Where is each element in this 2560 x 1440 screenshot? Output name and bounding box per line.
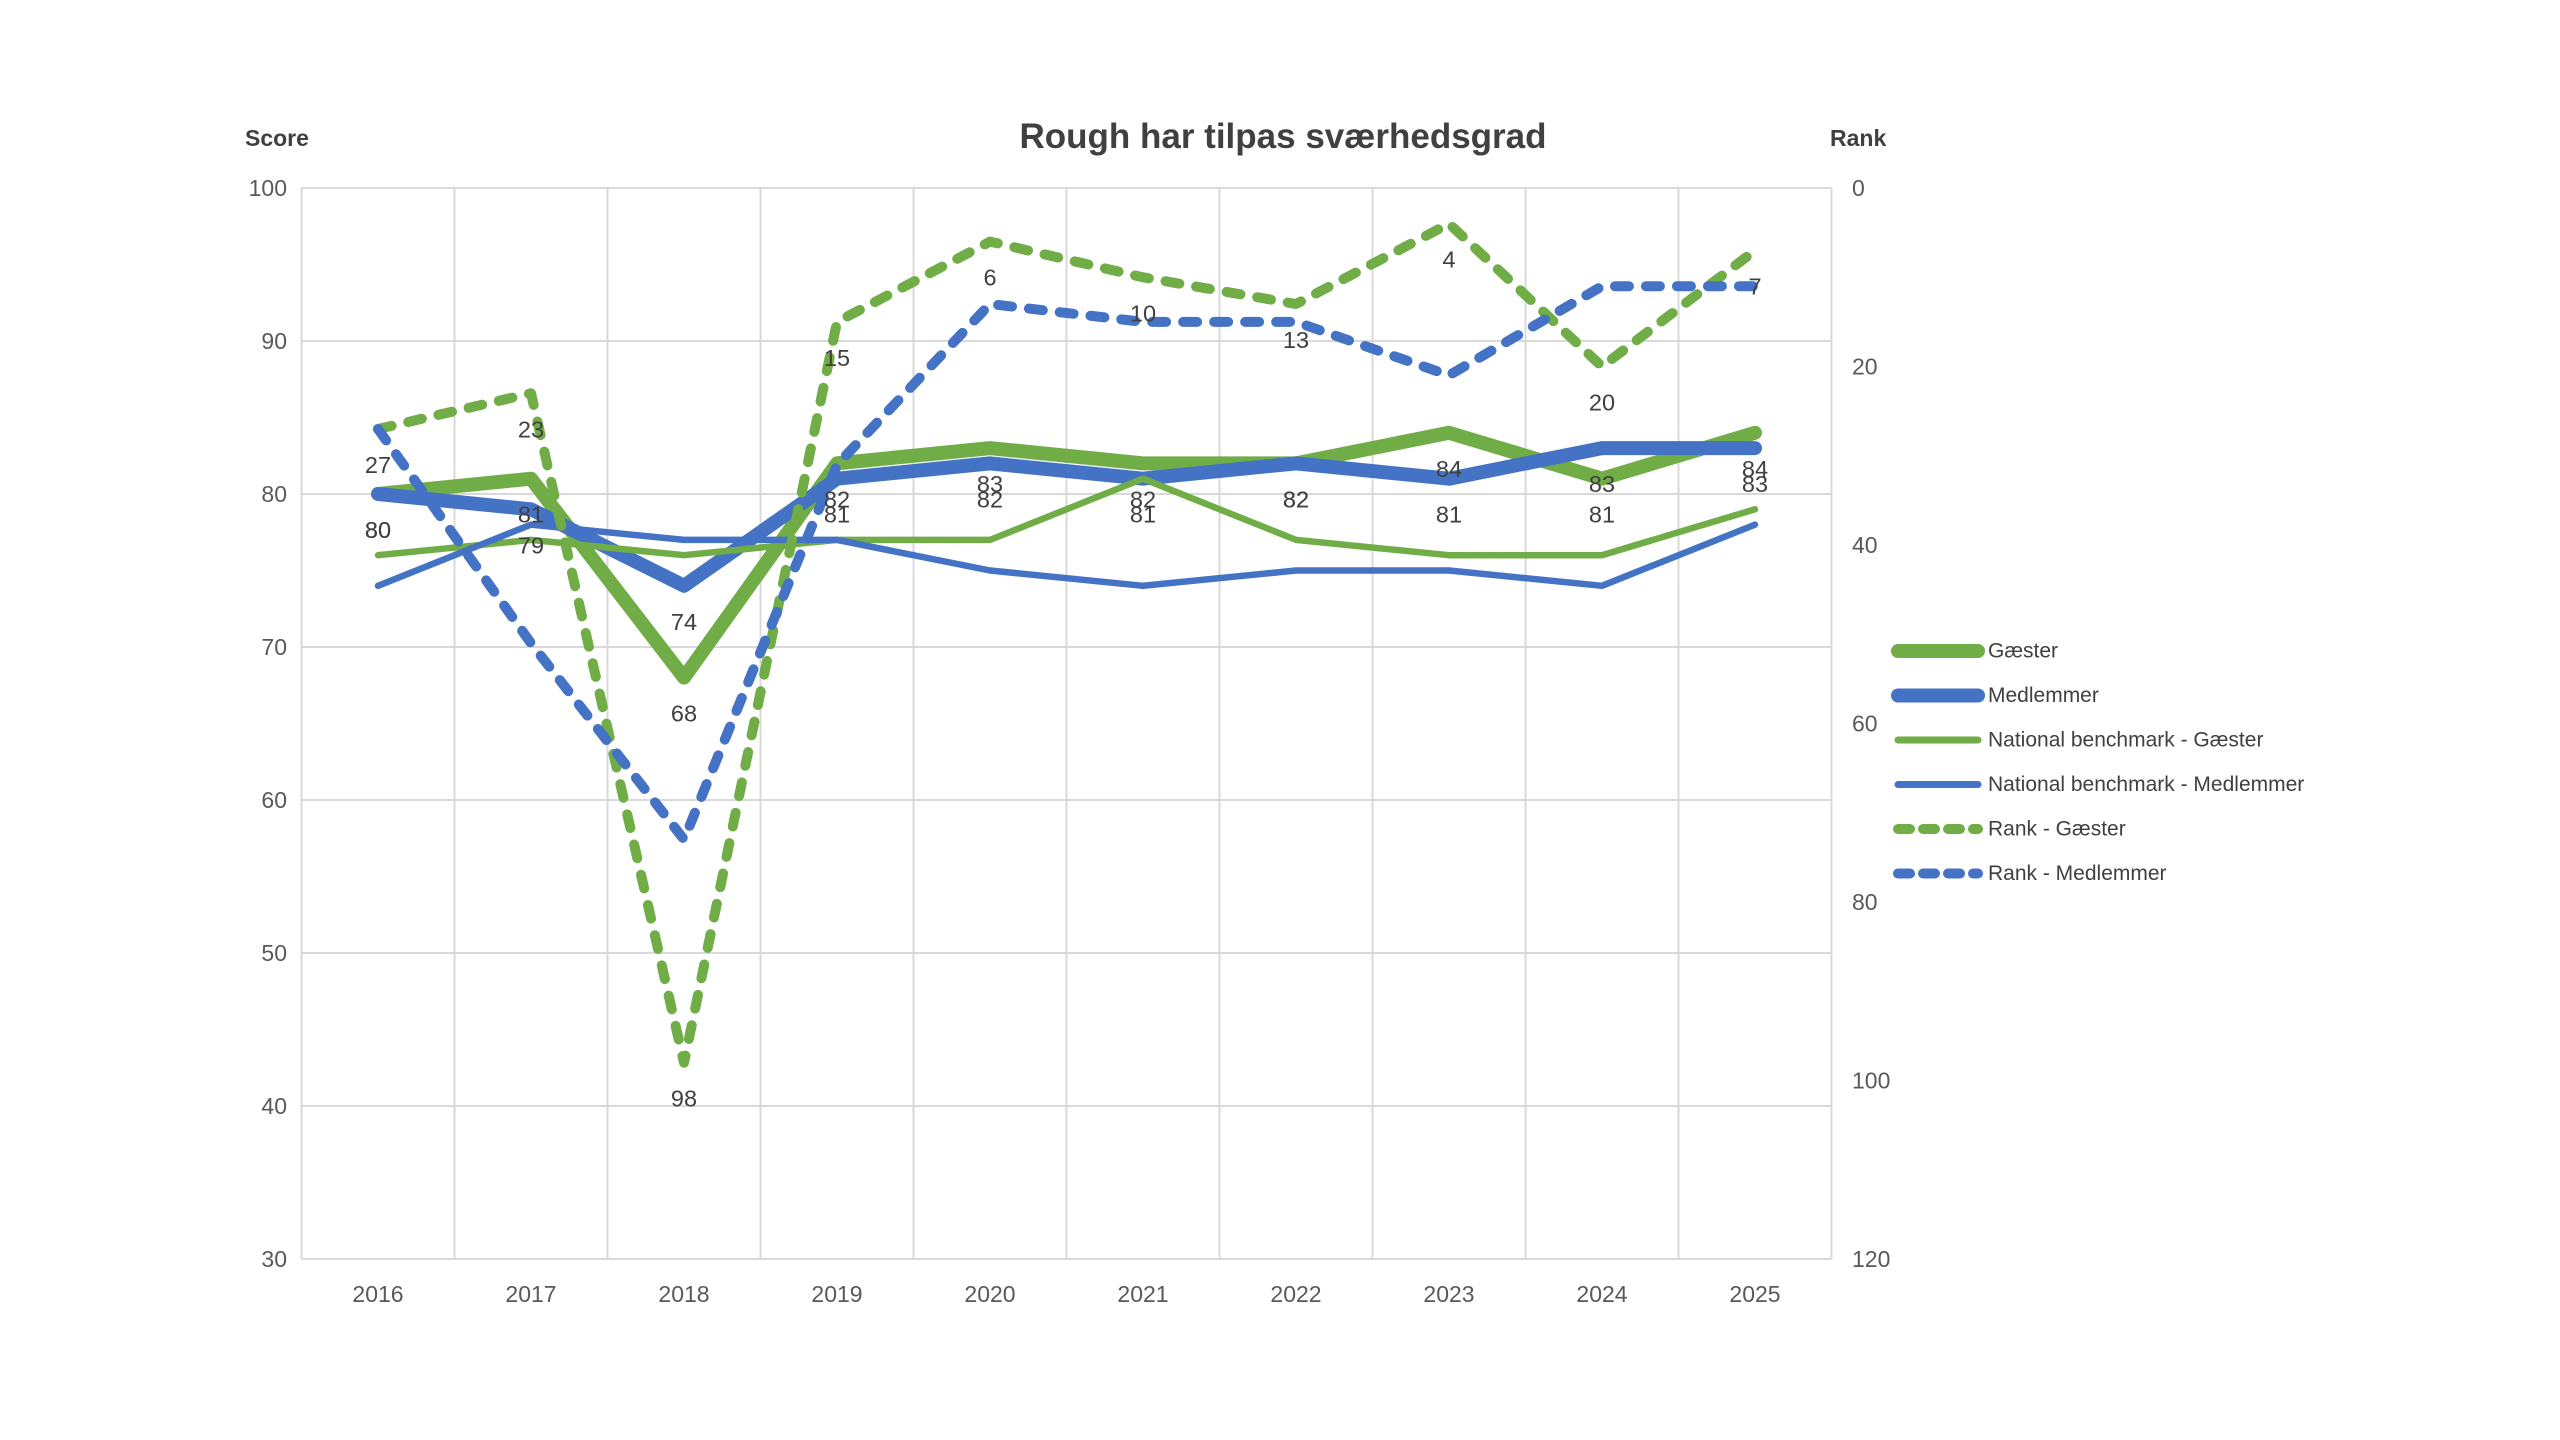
- legend: Gæster Medlemmer National benchmark - Gæst…: [1891, 640, 2304, 885]
- data-label-gaester: 80: [365, 517, 391, 543]
- legend-item: Medlemmer: [1891, 684, 2099, 707]
- data-label-gaester: 68: [671, 701, 697, 727]
- left-axis-tick: 60: [261, 787, 287, 813]
- right-axis-title: Rank: [1830, 125, 1886, 151]
- x-axis-tick: 2017: [505, 1281, 556, 1307]
- data-label-gaester: 83: [977, 471, 1003, 497]
- data-label-rank-gaester: 98: [671, 1086, 697, 1112]
- right-axis-tick: 80: [1852, 889, 1878, 915]
- data-label-gaester: 84: [1742, 456, 1768, 482]
- legend-item: Gæster: [1891, 640, 2058, 663]
- chart-title: Rough har tilpas sværhedsgrad: [1019, 117, 1546, 156]
- data-label-rank-gaester: 15: [824, 345, 850, 371]
- legend-item: National benchmark - Gæster: [1894, 729, 2263, 752]
- legend-label-medlemmer: Medlemmer: [1988, 684, 2099, 707]
- data-label-rank-gaester: 20: [1589, 390, 1615, 416]
- legend-label-rank-medlemmer: Rank - Medlemmer: [1988, 862, 2167, 885]
- data-label-rank-gaester: 10: [1130, 300, 1156, 326]
- data-label-medlemmer: 82: [1283, 486, 1309, 512]
- series-line-nb-medlemmer: [374, 521, 1759, 590]
- data-label-rank-gaester: 6: [983, 265, 996, 291]
- gridlines: [300, 187, 1833, 1260]
- axis-ticks: 100 90 80 70 60 50 40 30 0 20 40 60 80 100 120 2016 2017…: [249, 175, 1891, 1307]
- x-axis-tick: 2016: [352, 1281, 403, 1307]
- data-label-rank-gaester: 7: [1748, 273, 1761, 299]
- left-axis-tick: 70: [261, 634, 287, 660]
- data-label-medlemmer: 81: [824, 502, 850, 528]
- data-label-gaester: 84: [1436, 456, 1462, 482]
- right-axis-tick: 100: [1852, 1068, 1890, 1094]
- right-axis-tick: 40: [1852, 532, 1878, 558]
- data-label-gaester: 82: [1130, 486, 1156, 512]
- data-label-gaester: 81: [1589, 502, 1615, 528]
- legend-label-nb-medlemmer: National benchmark - Medlemmer: [1988, 773, 2304, 796]
- series-line-gaester: [371, 425, 1762, 685]
- data-label-medlemmer: 74: [671, 609, 697, 635]
- left-axis-tick: 40: [261, 1093, 287, 1119]
- x-axis-tick: 2018: [658, 1281, 709, 1307]
- series-line-nb-gaester: [374, 475, 1759, 559]
- right-axis-tick: 0: [1852, 175, 1865, 201]
- legend-label-gaester: Gæster: [1988, 640, 2058, 663]
- data-label-medlemmer: 80: [365, 517, 391, 543]
- legend-label-rank-gaester: Rank - Gæster: [1988, 818, 2126, 841]
- left-axis-tick: 80: [261, 481, 287, 507]
- data-label-medlemmer: 81: [1436, 502, 1462, 528]
- legend-label-nb-gaester: National benchmark - Gæster: [1988, 729, 2263, 752]
- legend-item: Rank - Medlemmer: [1893, 862, 2167, 885]
- left-axis-tick: 30: [261, 1246, 287, 1272]
- data-label-medlemmer: 81: [1130, 502, 1156, 528]
- right-axis-tick: 120: [1852, 1246, 1890, 1272]
- series-lines: [371, 218, 1762, 1068]
- x-axis-tick: 2024: [1576, 1281, 1627, 1307]
- data-label-rank-gaester: 27: [365, 452, 391, 478]
- x-axis-tick: 2019: [811, 1281, 862, 1307]
- data-label-gaester: 82: [1283, 486, 1309, 512]
- data-label-rank-gaester: 4: [1442, 247, 1455, 273]
- left-axis-title: Score: [245, 125, 309, 151]
- right-axis-tick: 60: [1852, 711, 1878, 737]
- left-axis-tick: 100: [249, 175, 287, 201]
- data-label-medlemmer: 79: [518, 532, 544, 558]
- left-axis-tick: 50: [261, 940, 287, 966]
- data-label-rank-gaester: 13: [1283, 327, 1309, 353]
- legend-item: National benchmark - Medlemmer: [1894, 773, 2304, 796]
- left-axis-tick: 90: [261, 328, 287, 354]
- x-axis-tick: 2022: [1270, 1281, 1321, 1307]
- data-label-gaester: 81: [518, 502, 544, 528]
- x-axis-tick: 2023: [1423, 1281, 1474, 1307]
- data-label-gaester: 82: [824, 486, 850, 512]
- x-axis-tick: 2025: [1729, 1281, 1780, 1307]
- x-axis-tick: 2021: [1117, 1281, 1168, 1307]
- data-label-rank-gaester: 23: [518, 416, 544, 442]
- x-axis-tick: 2020: [964, 1281, 1015, 1307]
- right-axis-tick: 20: [1852, 354, 1878, 380]
- series-line-rank-gaester: [373, 218, 1760, 1068]
- series-line-rank-medlemmer: [373, 281, 1760, 845]
- data-label-medlemmer: 83: [1742, 471, 1768, 497]
- data-label-medlemmer: 82: [977, 486, 1003, 512]
- legend-item: Rank - Gæster: [1893, 818, 2126, 841]
- data-label-medlemmer: 83: [1589, 471, 1615, 497]
